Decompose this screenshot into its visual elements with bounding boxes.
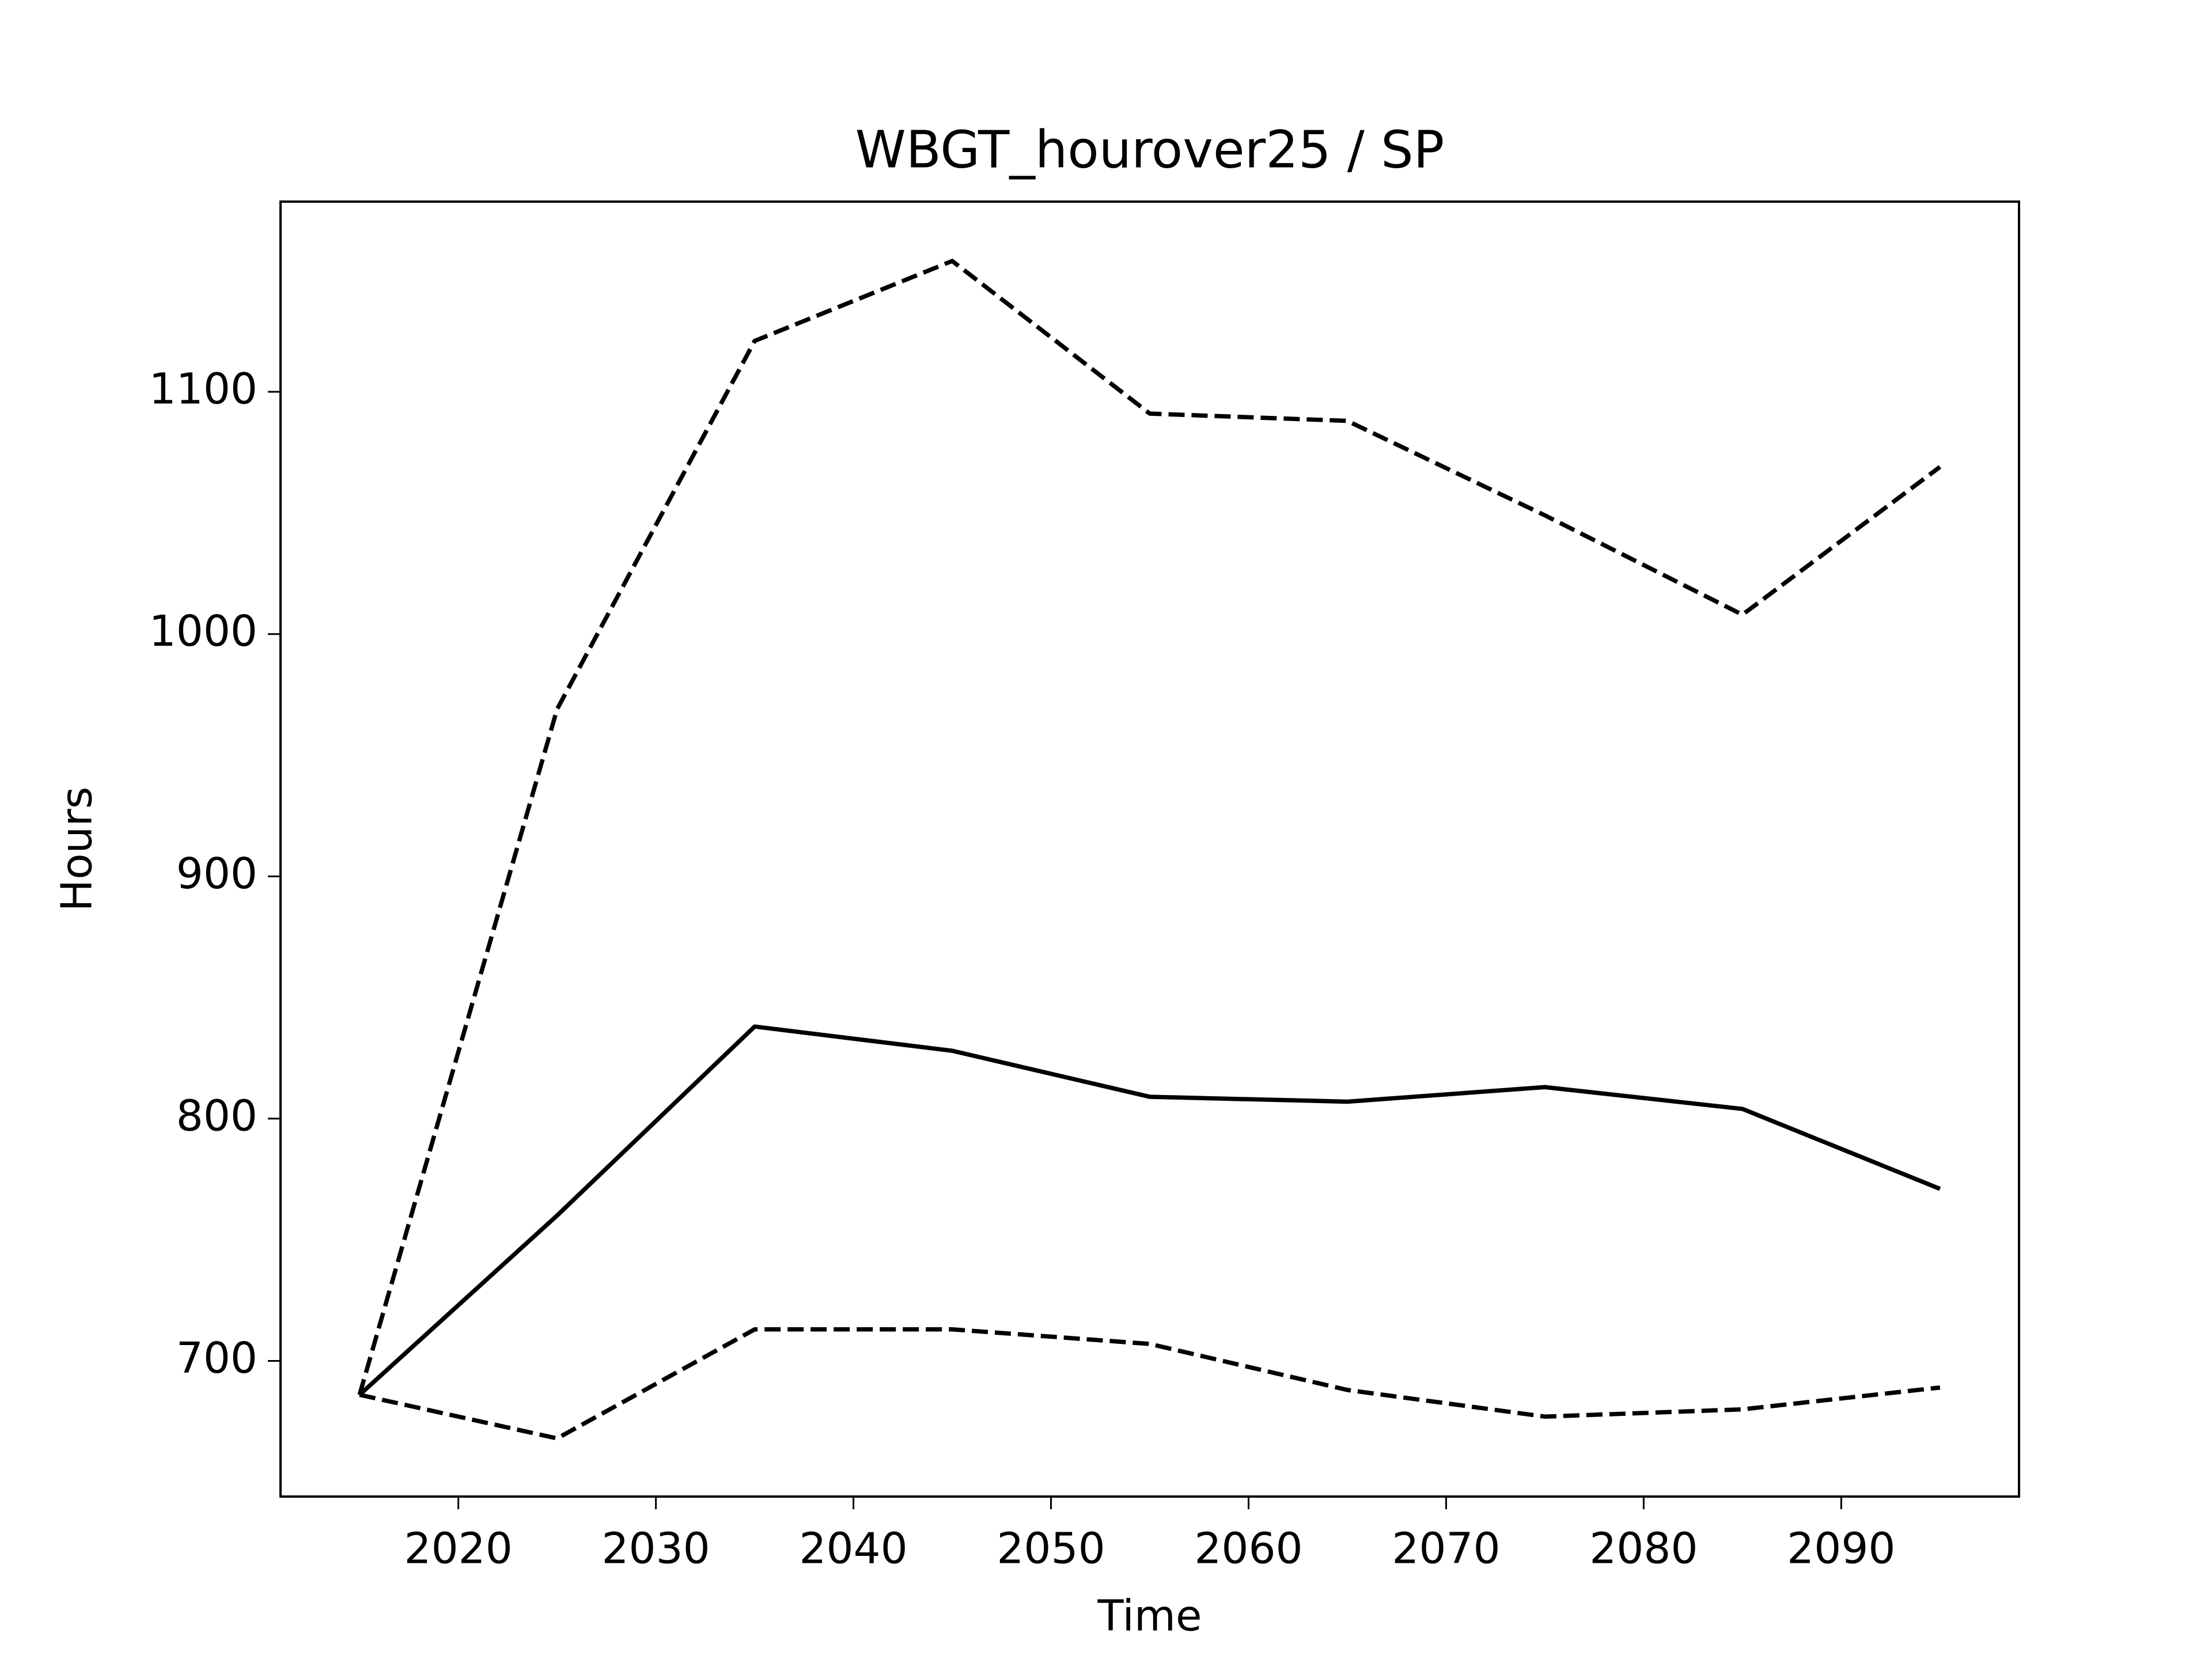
plot-frame bbox=[279, 200, 2020, 1498]
chart-title: WBGT_hourover25 / SP bbox=[855, 119, 1445, 179]
x-tick-label: 2070 bbox=[1392, 1524, 1500, 1574]
x-tick-label: 2080 bbox=[1589, 1524, 1698, 1574]
y-tick-label: 1000 bbox=[149, 607, 257, 656]
x-tick-label: 2060 bbox=[1194, 1524, 1302, 1574]
x-tick-label: 2040 bbox=[799, 1524, 907, 1574]
series-line bbox=[359, 1327, 1941, 1441]
series-line bbox=[357, 259, 1942, 1396]
x-tick-label: 2090 bbox=[1787, 1524, 1895, 1574]
x-axis-label: Time bbox=[1097, 1592, 1202, 1641]
y-tick-label: 800 bbox=[176, 1091, 257, 1141]
x-tick-label: 2020 bbox=[404, 1524, 512, 1574]
y-axis-label: Hours bbox=[52, 787, 102, 912]
y-tick-label: 1100 bbox=[149, 365, 257, 414]
series-line bbox=[358, 1024, 1941, 1397]
y-tick-label: 900 bbox=[176, 849, 257, 899]
y-tick-label: 700 bbox=[176, 1334, 257, 1383]
x-tick-label: 2050 bbox=[997, 1524, 1105, 1574]
x-tick-label: 2030 bbox=[601, 1524, 710, 1574]
